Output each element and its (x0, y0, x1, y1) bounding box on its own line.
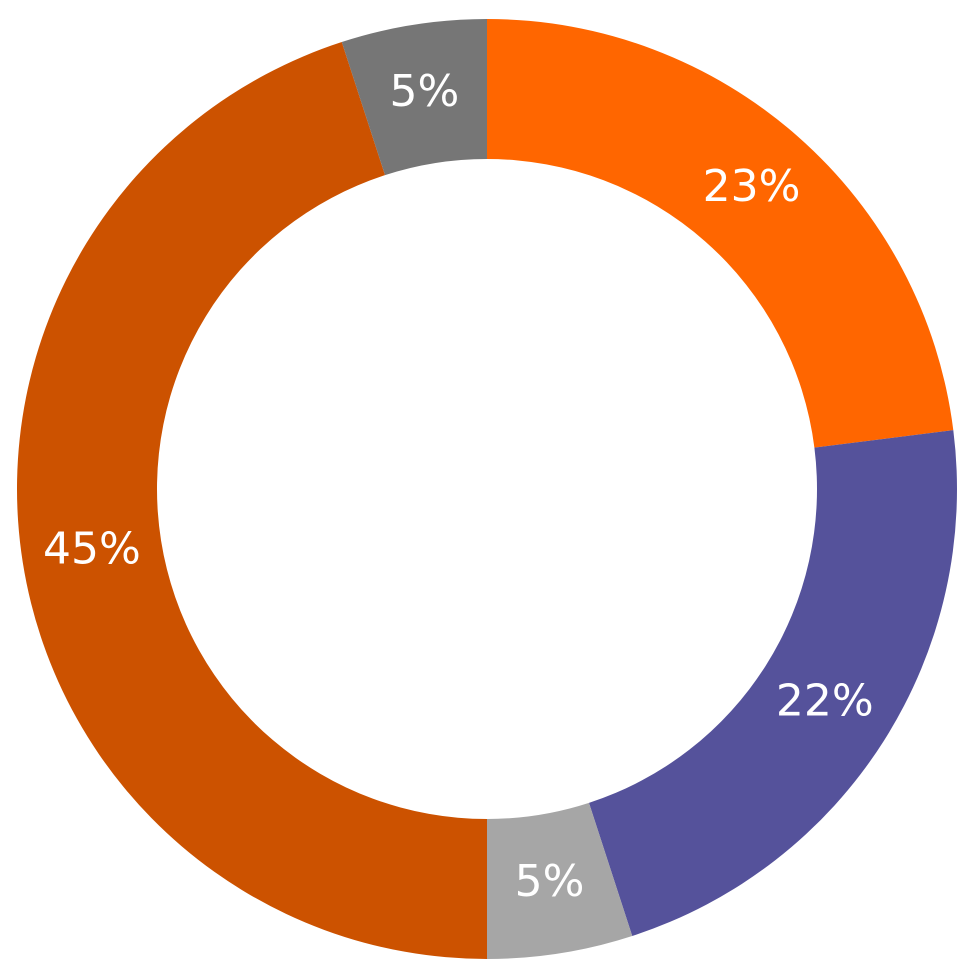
donut-slice (487, 802, 633, 959)
donut-slice (487, 19, 954, 448)
data-label: 5% (515, 856, 585, 907)
data-label: 23% (703, 161, 801, 212)
donut-slice (17, 42, 487, 960)
donut-slice (341, 19, 487, 176)
data-label: 45% (43, 524, 141, 575)
donut-slice (588, 430, 957, 936)
data-label: 22% (776, 675, 874, 726)
data-label: 5% (390, 66, 460, 117)
